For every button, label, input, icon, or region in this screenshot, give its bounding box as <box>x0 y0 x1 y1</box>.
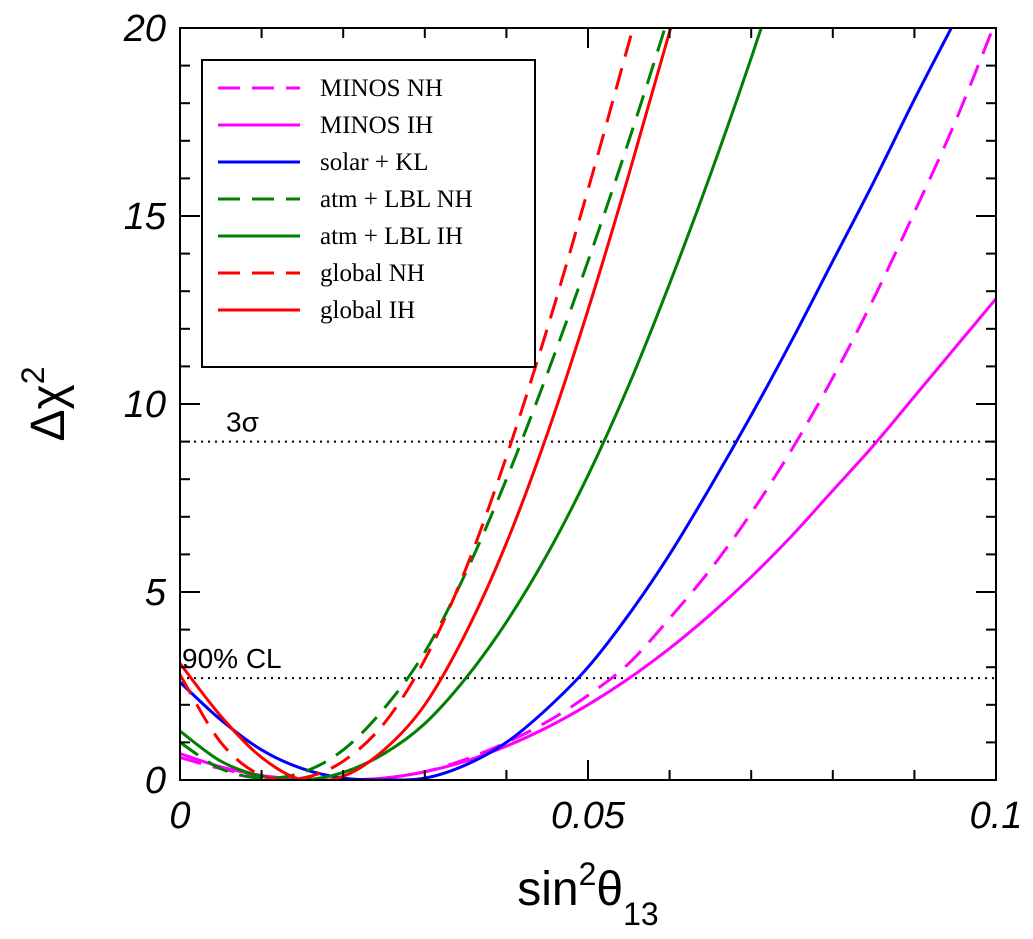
legend-label: atm + LBL NH <box>320 186 473 213</box>
reference-lines: 3σ 90% CL <box>180 407 996 680</box>
legend-label: global IH <box>320 297 415 324</box>
legend-label: atm + LBL IH <box>320 223 463 250</box>
legend-label: global NH <box>320 260 425 287</box>
reference-line-label: 90% CL <box>182 643 282 674</box>
y-axis-title: Δχ2 <box>15 366 75 441</box>
y-tick-label: 0 <box>145 760 166 802</box>
legend-label: MINOS NH <box>320 75 443 102</box>
tick-labels: 0 0.05 0.1 0 5 10 15 20 <box>123 8 1023 837</box>
series-line-global-ih <box>180 28 673 780</box>
x-tick-label: 0.1 <box>970 795 1023 837</box>
reference-line-label: 3σ <box>226 407 259 438</box>
x-tick-label: 0 <box>169 795 190 837</box>
legend-label: MINOS IH <box>320 112 433 139</box>
y-tick-label: 5 <box>145 572 167 614</box>
x-axis-title: sin2θ13 <box>517 856 658 932</box>
plot-frame <box>179 27 997 781</box>
legend-label: solar + KL <box>320 149 429 176</box>
y-tick-label: 15 <box>124 196 167 238</box>
legend: MINOS NH MINOS IH solar + KL atm + LBL NH at… <box>201 59 536 368</box>
x-tick-label: 0.05 <box>551 795 626 837</box>
series-line-atm-lbl-nh <box>180 28 667 780</box>
series-line-atm-lbl-ih <box>180 28 763 780</box>
series-line-minos-ih <box>180 297 996 780</box>
legend-box <box>201 59 536 368</box>
y-tick-label: 20 <box>123 8 166 50</box>
y-tick-label: 10 <box>124 384 166 426</box>
